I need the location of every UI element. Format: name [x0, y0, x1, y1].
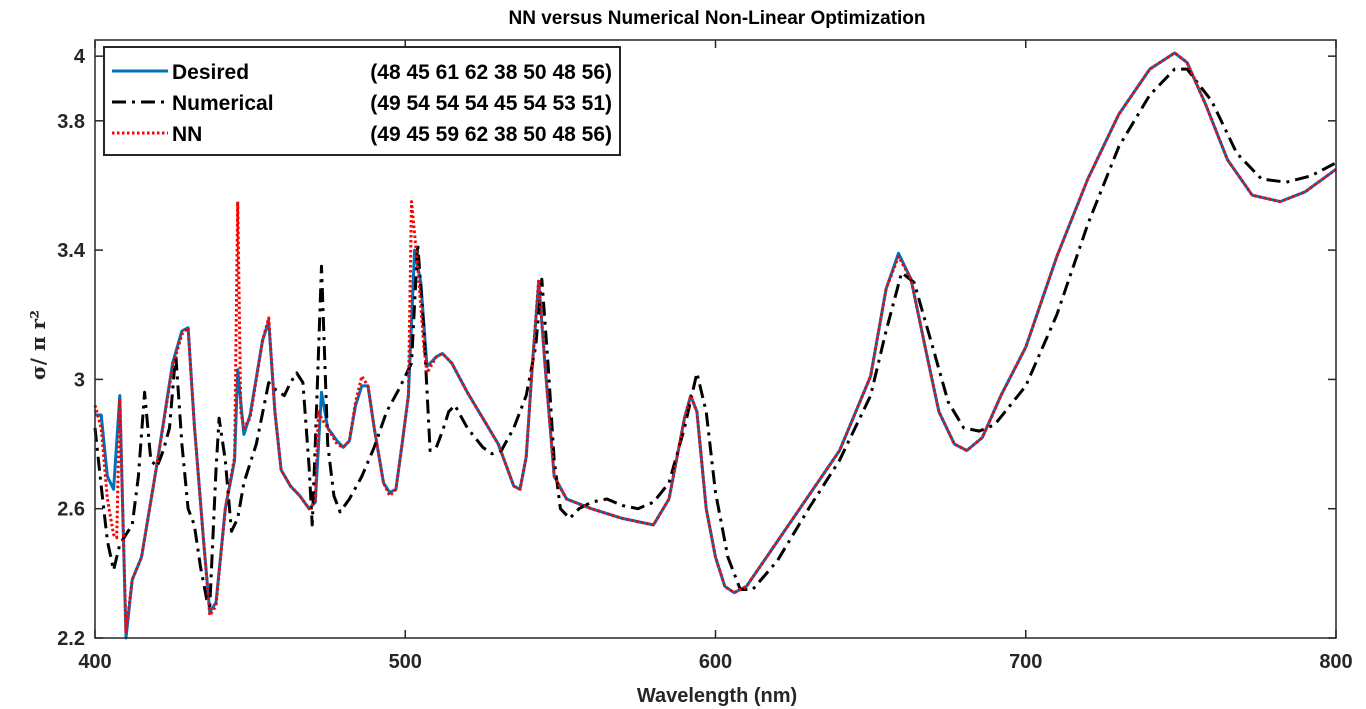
- y-tick-label: 2.2: [57, 628, 85, 650]
- y-axis-title: σ/ π r²: [26, 310, 50, 380]
- y-tick-label: 3.8: [57, 111, 85, 133]
- legend-params-numerical: (49 54 54 54 45 54 53 51): [370, 92, 612, 115]
- legend-label-desired: Desired: [172, 61, 249, 84]
- y-tick-label: 3: [74, 369, 85, 391]
- legend-label-numerical: Numerical: [172, 92, 274, 115]
- legend: Desired (48 45 61 62 38 50 48 56) Numerica…: [103, 46, 621, 156]
- y-tick-label: 4: [74, 46, 86, 68]
- series-line-nn: [93, 51, 1337, 633]
- legend-box: [103, 46, 621, 156]
- y-tick-label: 3.4: [57, 240, 86, 262]
- x-tick-label: 600: [699, 651, 732, 673]
- x-axis-title: Wavelength (nm): [637, 685, 797, 707]
- chart-title: NN versus Numerical Non-Linear Optimizat…: [508, 8, 925, 29]
- legend-params-nn: (49 45 59 62 38 50 48 56): [370, 123, 612, 146]
- series-line-numerical: [93, 67, 1337, 608]
- y-tick-label: 2.6: [57, 499, 85, 521]
- series-layer: [93, 51, 1337, 640]
- x-tick-label: 500: [389, 651, 422, 673]
- axes-layer: 400 500 600 700 800 2.2 2.6 3 3.4 3.8 4: [57, 39, 1353, 673]
- x-tick-label: 700: [1009, 651, 1042, 673]
- x-tick-label: 800: [1319, 651, 1352, 673]
- legend-label-nn: NN: [172, 123, 202, 146]
- legend-params-desired: (48 45 61 62 38 50 48 56): [370, 61, 612, 84]
- x-tick-label: 400: [78, 651, 111, 673]
